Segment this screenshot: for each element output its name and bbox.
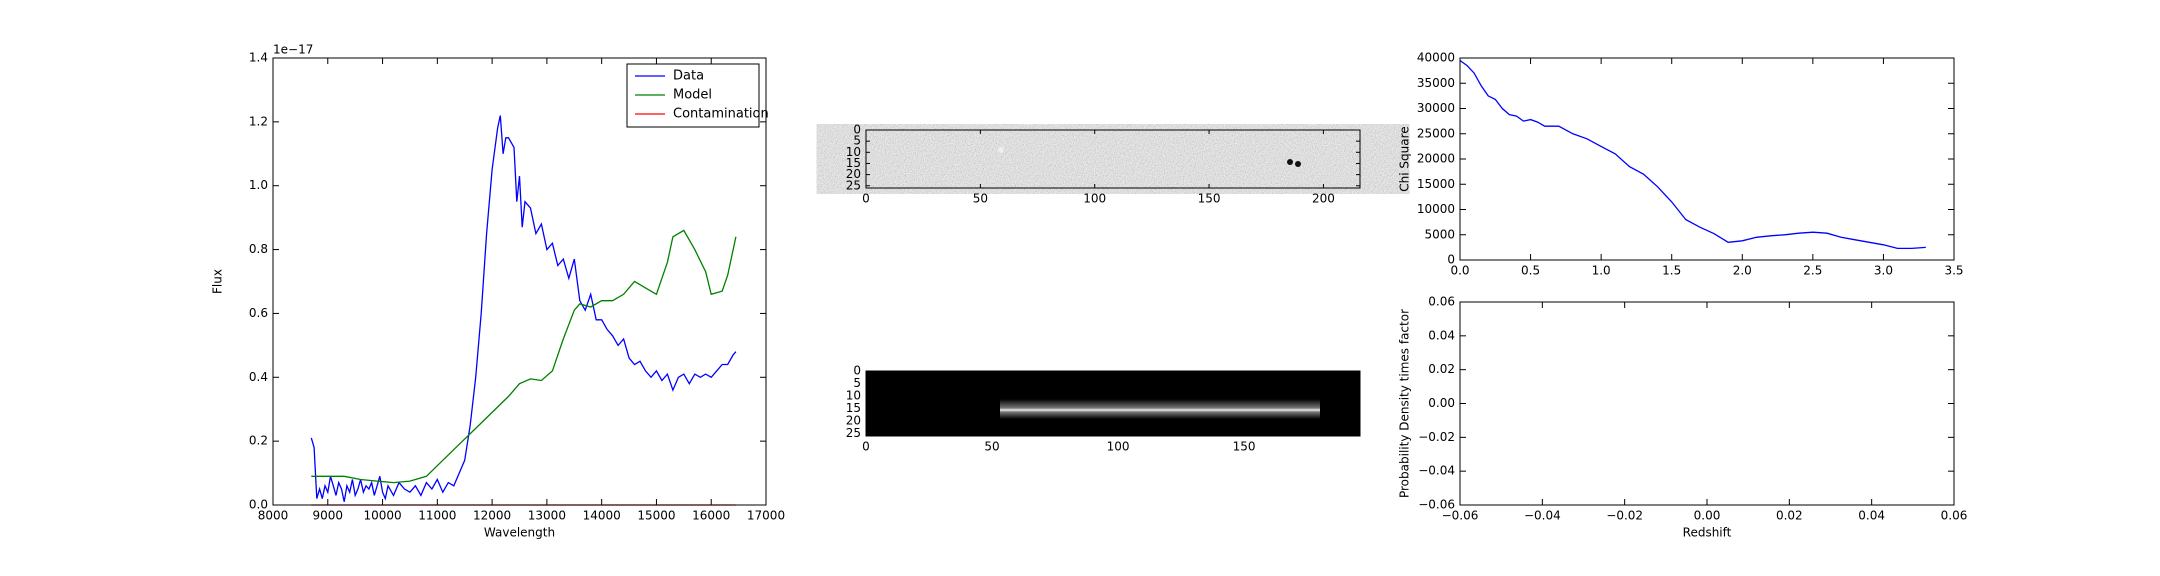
- x-tick-label: 10000: [363, 509, 401, 523]
- y-tick-label: 25: [846, 426, 861, 440]
- y-tick-label: −0.02: [1418, 430, 1455, 444]
- x-tick-label: 1.5: [1662, 264, 1681, 278]
- y-tick-label: −0.06: [1418, 498, 1455, 512]
- x-tick-label: 1.0: [1592, 264, 1611, 278]
- axes-frame: [1459, 57, 1955, 261]
- y-tick-label: 0.00: [1428, 396, 1455, 410]
- x-tick-label: −0.06: [1442, 509, 1479, 523]
- x-tick-label: 0.02: [1776, 509, 1803, 523]
- y-tick-label: 10000: [1417, 202, 1455, 216]
- y-tick-label: 10: [846, 389, 861, 403]
- x-tick-label: 3.0: [1874, 264, 1893, 278]
- y-axis-label: Flux: [211, 269, 225, 294]
- axes-frame: [865, 370, 1361, 437]
- y-tick-label: 1.0: [249, 178, 268, 192]
- y-tick-label: 0.02: [1428, 362, 1455, 376]
- x-tick-label: 12000: [473, 509, 511, 523]
- line-series: [1459, 59, 1926, 250]
- x-tick-label: −0.04: [1524, 509, 1561, 523]
- y-tick-label: 25000: [1417, 126, 1455, 140]
- y-tick-label: 0: [853, 364, 861, 378]
- y-tick-label: 25: [846, 178, 861, 192]
- x-tick-label: 14000: [583, 509, 621, 523]
- y-tick-label: 0.6: [249, 306, 268, 320]
- x-tick-label: 0.04: [1858, 509, 1885, 523]
- x-tick-label: 50: [973, 192, 988, 206]
- x-tick-label: 9000: [313, 509, 344, 523]
- x-tick-label: 100: [1107, 440, 1130, 454]
- y-tick-label: 1.2: [249, 114, 268, 128]
- y-tick-label: 0.2: [249, 434, 268, 448]
- x-tick-label: 13000: [528, 509, 566, 523]
- axes-frame: [272, 57, 767, 506]
- y-tick-label: 5: [853, 134, 861, 148]
- x-tick-label: 2.5: [1803, 264, 1822, 278]
- x-tick-label: 0.06: [1941, 509, 1968, 523]
- y-tick-label: 15: [846, 401, 861, 415]
- y-tick-label: 40000: [1417, 51, 1455, 65]
- x-axis-label: Wavelength: [484, 526, 555, 540]
- legend-label: Model: [673, 88, 712, 103]
- y-tick-label: −0.04: [1418, 464, 1455, 478]
- x-tick-label: 11000: [418, 509, 456, 523]
- axes-frame: [865, 129, 1361, 189]
- legend-label: Contamination: [673, 107, 769, 122]
- x-tick-label: 2.0: [1733, 264, 1752, 278]
- y-axis-label: Chi Square: [1398, 126, 1412, 191]
- x-tick-label: 150: [1198, 192, 1221, 206]
- x-tick-label: 3.5: [1944, 264, 1963, 278]
- y-tick-label: 35000: [1417, 76, 1455, 90]
- line-series: [310, 115, 737, 502]
- x-tick-label: 200: [1312, 192, 1335, 206]
- x-tick-label: 0: [862, 192, 870, 206]
- x-tick-label: 15000: [637, 509, 675, 523]
- y-tick-label: 20: [846, 414, 861, 428]
- legend-label: Data: [673, 69, 704, 84]
- y-tick-label: 5000: [1424, 227, 1455, 241]
- y-tick-label: 20000: [1417, 152, 1455, 166]
- x-tick-label: 16000: [692, 509, 730, 523]
- y-tick-label: 15: [846, 156, 861, 170]
- y-tick-label: 1.4: [249, 51, 268, 65]
- x-tick-label: 8000: [258, 509, 289, 523]
- x-tick-label: 0.00: [1694, 509, 1721, 523]
- x-tick-label: 0.5: [1521, 264, 1540, 278]
- y-tick-label: 5: [853, 376, 861, 390]
- x-tick-label: 100: [1083, 192, 1106, 206]
- y-tick-label: 0: [853, 123, 861, 137]
- spectrum-image-2d: [866, 130, 1360, 188]
- x-tick-label: 0.0: [1450, 264, 1469, 278]
- x-tick-label: 150: [1233, 440, 1256, 454]
- y-tick-label: 0: [1447, 253, 1455, 267]
- x-tick-label: 0: [862, 440, 870, 454]
- x-tick-label: 50: [984, 440, 999, 454]
- y-axis-label: Probability Density times factor: [1398, 309, 1412, 498]
- x-tick-label: −0.02: [1606, 509, 1643, 523]
- model-image-2d: [866, 371, 1360, 436]
- y-tick-label: 20: [846, 167, 861, 181]
- y-tick-label: 0.0: [249, 498, 268, 512]
- y-tick-label: 0.06: [1428, 295, 1455, 309]
- x-axis-label: Redshift: [1683, 526, 1732, 540]
- line-series: [311, 229, 737, 484]
- y-tick-label: 0.4: [249, 370, 268, 384]
- x-tick-label: 17000: [747, 509, 785, 523]
- axis-offset-label: 1e−17: [273, 43, 313, 57]
- y-tick-label: 15000: [1417, 177, 1455, 191]
- y-tick-label: 30000: [1417, 101, 1455, 115]
- y-tick-label: 10: [846, 145, 861, 159]
- y-tick-label: 0.8: [249, 242, 268, 256]
- axes-frame: [1459, 301, 1955, 506]
- y-tick-label: 0.04: [1428, 328, 1455, 342]
